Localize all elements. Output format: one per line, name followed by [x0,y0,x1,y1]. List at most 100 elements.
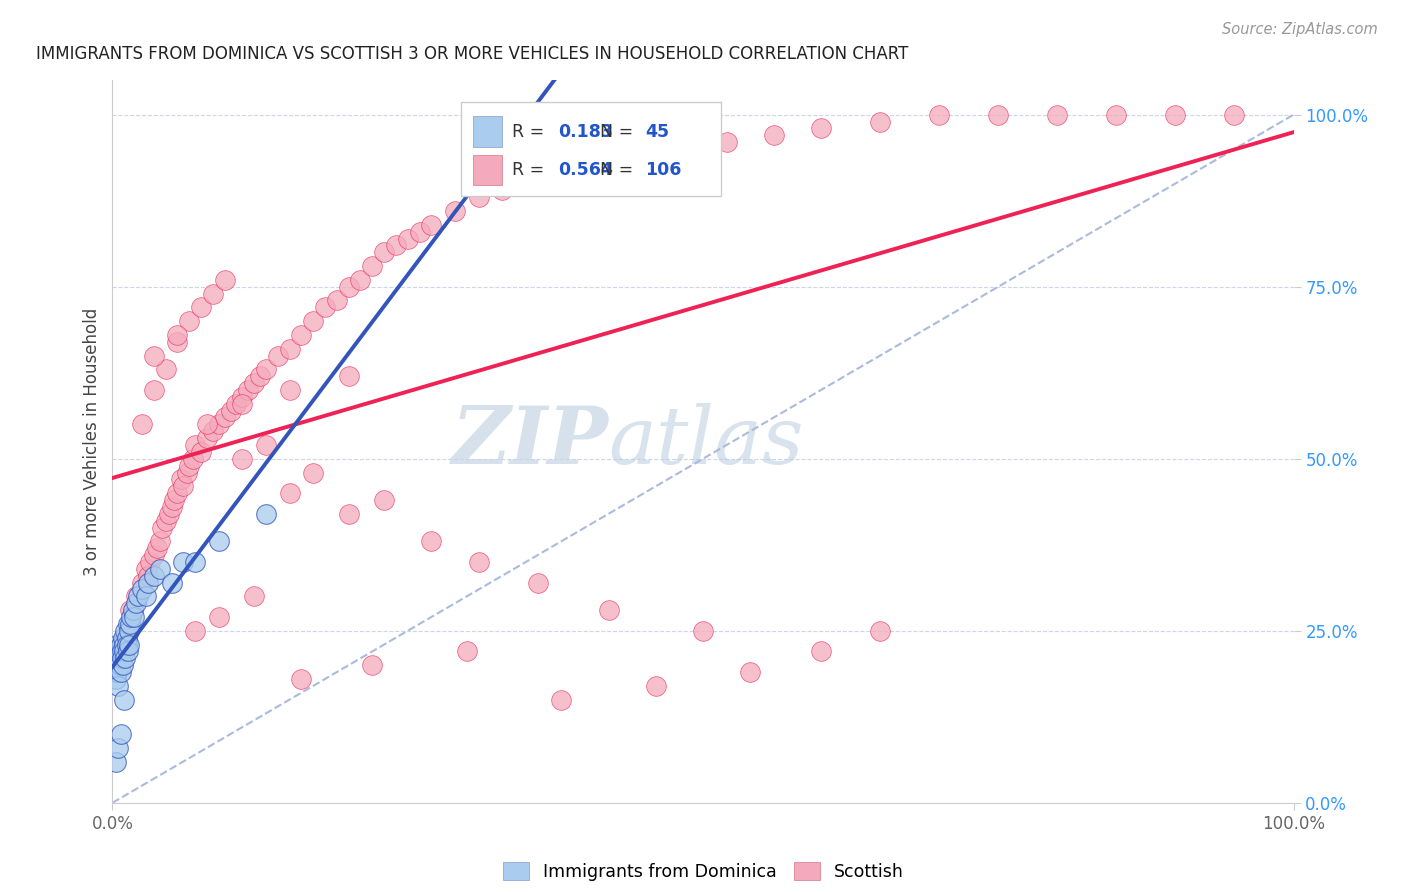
Point [810,644,832,658]
Point [214,273,236,287]
Point [716,135,738,149]
Text: 0.564: 0.564 [558,161,613,179]
Point [184,624,207,638]
Point [278,342,301,356]
Point [491,183,513,197]
Point [105,665,128,679]
Point [172,479,194,493]
Point [762,128,785,143]
Point [166,334,188,349]
Point [267,349,290,363]
Point [278,383,301,397]
Point [107,740,129,755]
Point [172,555,194,569]
Point [195,431,218,445]
Point [157,507,180,521]
Point [142,568,165,582]
Point [208,534,231,549]
Text: R =: R = [512,161,550,179]
Text: 0.183: 0.183 [558,122,613,141]
Point [149,562,172,576]
Point [598,156,620,170]
Point [515,177,537,191]
Point [118,624,141,638]
Point [195,417,218,432]
Point [190,301,212,315]
Point [231,390,253,404]
Point [131,582,153,597]
Text: R =: R = [512,122,550,141]
Point [550,692,572,706]
Point [254,362,277,376]
Point [112,638,135,652]
Point [225,397,247,411]
Point [110,638,132,652]
Point [456,644,478,658]
Point [110,665,132,679]
Point [136,568,159,582]
Point [467,555,489,569]
Point [337,369,360,384]
Point [125,590,148,604]
Point [1164,108,1187,122]
Point [1223,108,1246,122]
Text: Source: ZipAtlas.com: Source: ZipAtlas.com [1222,22,1378,37]
Text: IMMIGRANTS FROM DOMINICA VS SCOTTISH 3 OR MORE VEHICLES IN HOUSEHOLD CORRELATION: IMMIGRANTS FROM DOMINICA VS SCOTTISH 3 O… [35,45,908,63]
Point [114,651,136,665]
Point [249,369,271,384]
Point [243,376,266,390]
Text: 106: 106 [645,161,682,179]
Point [254,507,277,521]
Point [135,562,157,576]
Point [361,259,384,273]
Point [243,590,266,604]
Point [120,603,142,617]
Point [238,383,260,397]
Point [373,493,395,508]
Point [208,417,231,432]
Point [117,616,139,631]
Text: atlas: atlas [609,403,804,480]
Point [668,142,690,156]
Point [163,493,186,508]
Point [125,596,148,610]
Text: N =: N = [600,122,638,141]
Point [184,438,207,452]
Point [146,541,169,556]
Point [176,466,198,480]
Point [184,555,207,569]
Point [290,327,312,342]
Point [105,638,128,652]
Point [112,692,135,706]
Point [526,575,548,590]
Point [108,644,131,658]
Point [740,665,762,679]
Point [115,631,138,645]
Point [190,445,212,459]
Point [231,397,253,411]
Point [326,293,349,308]
Point [155,514,177,528]
Point [122,610,145,624]
Point [107,651,129,665]
Point [112,658,135,673]
Point [107,679,129,693]
Point [538,169,561,184]
Point [337,507,360,521]
Point [105,672,128,686]
Point [692,624,714,638]
Point [869,624,891,638]
Point [160,500,183,514]
FancyBboxPatch shape [472,117,502,147]
Point [420,218,443,232]
Legend: Immigrants from Dominica, Scottish: Immigrants from Dominica, Scottish [496,855,910,888]
Point [869,114,891,128]
Point [208,610,231,624]
Point [373,245,395,260]
FancyBboxPatch shape [461,102,721,196]
Point [278,486,301,500]
FancyBboxPatch shape [472,154,502,185]
Point [136,575,159,590]
Point [160,575,183,590]
Point [112,644,135,658]
